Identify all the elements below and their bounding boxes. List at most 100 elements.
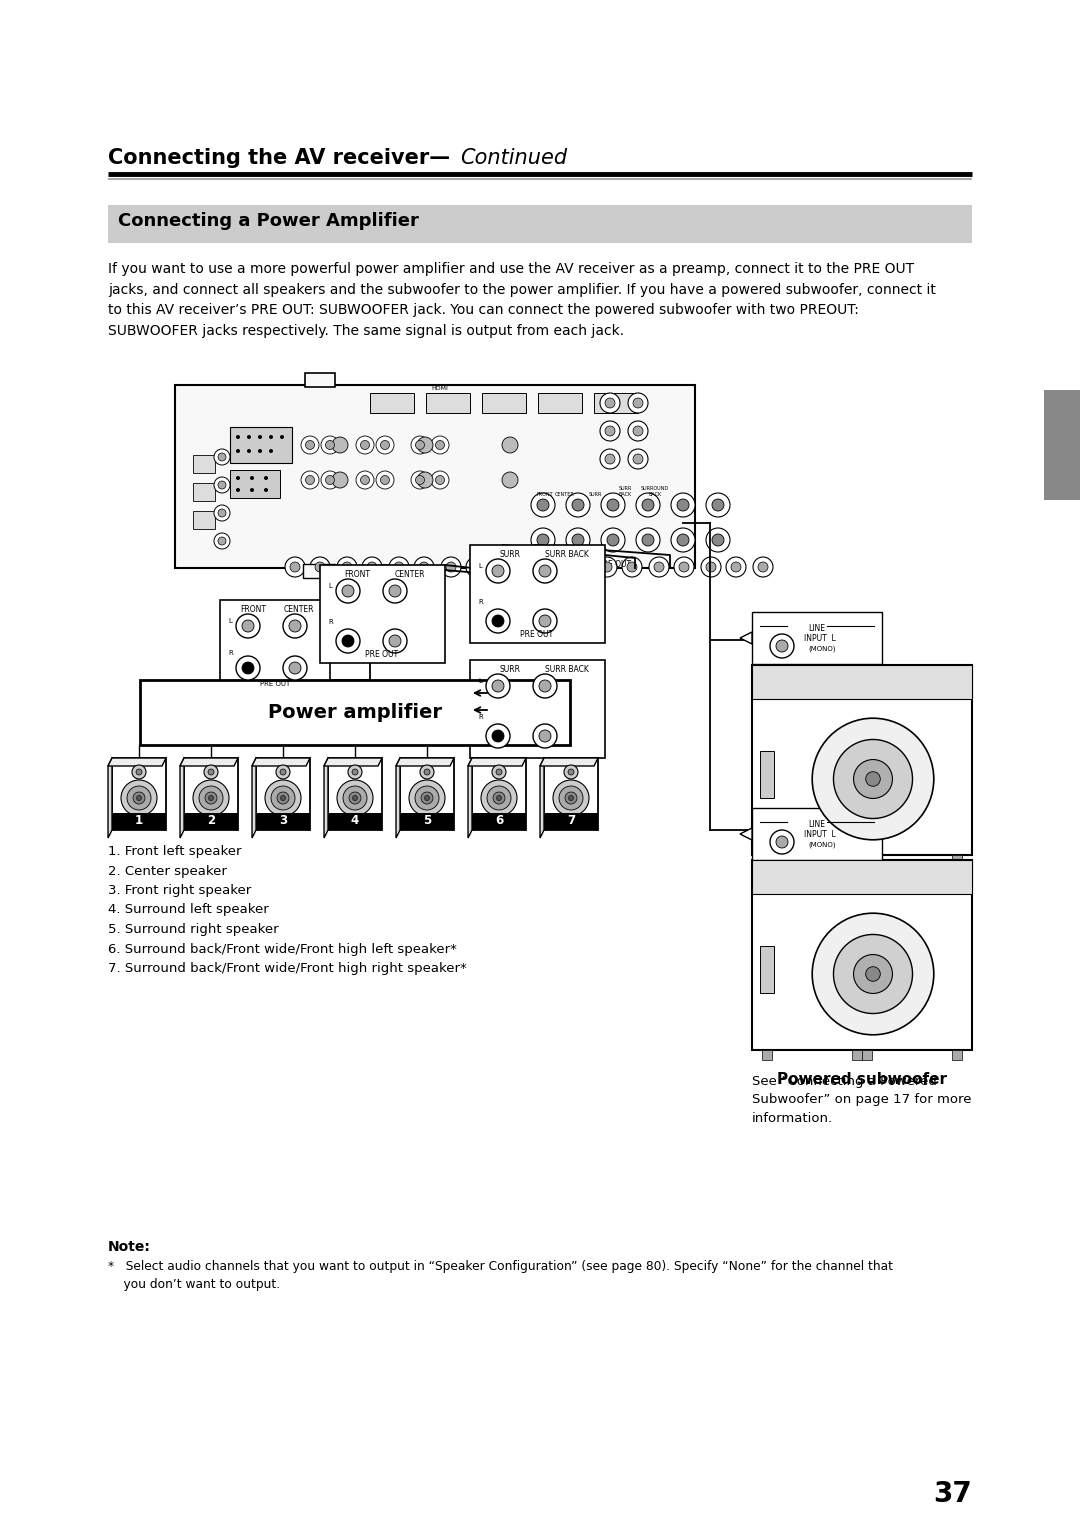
Circle shape [572,533,584,545]
Text: FRONT: FRONT [537,492,553,497]
Circle shape [389,585,401,597]
Circle shape [218,536,226,545]
Circle shape [492,614,504,626]
Bar [752,613,882,665]
Bar [108,205,972,243]
Circle shape [264,487,268,492]
Circle shape [600,393,620,413]
Bar [762,856,772,865]
Text: 7. Surround back/Front wide/Front high right speaker*: 7. Surround back/Front wide/Front high r… [108,963,467,975]
Bar [305,373,335,387]
Circle shape [380,475,390,484]
Circle shape [633,426,643,435]
Circle shape [332,472,348,487]
Bar [184,813,238,830]
Bar [544,813,598,830]
Bar [426,393,470,413]
Circle shape [565,792,577,804]
Circle shape [280,435,284,439]
Bar [472,758,526,830]
Text: R: R [328,619,333,625]
Text: See “Connecting a Powered
Subwoofer” on page 17 for more
information.: See “Connecting a Powered Subwoofer” on … [752,1076,972,1125]
Text: SURR BACK: SURR BACK [545,665,589,674]
Circle shape [731,562,741,571]
Circle shape [343,785,367,810]
Circle shape [310,558,330,578]
Circle shape [712,500,724,510]
Circle shape [237,614,260,639]
Bar [320,565,445,663]
Circle shape [283,614,307,639]
Text: R: R [478,599,483,605]
Circle shape [834,740,913,819]
Circle shape [352,796,357,801]
Circle shape [866,967,880,981]
Text: *   Select audio channels that you want to output in “Speaker Configuration” (se: * Select audio channels that you want to… [108,1261,893,1291]
Circle shape [367,562,377,571]
Polygon shape [468,758,526,766]
Bar [470,545,605,643]
Circle shape [337,558,357,578]
Circle shape [812,914,934,1034]
Text: LINE: LINE [809,821,825,830]
Text: 3: 3 [279,814,287,828]
Circle shape [602,562,612,571]
Circle shape [435,475,445,484]
Bar [951,1050,962,1060]
Bar [852,1050,862,1060]
Circle shape [487,785,511,810]
Text: 5: 5 [423,814,431,828]
Bar [303,564,335,578]
Circle shape [242,620,254,633]
Circle shape [416,440,424,449]
Circle shape [361,475,369,484]
Circle shape [441,558,461,578]
Circle shape [633,454,643,465]
Circle shape [502,437,518,452]
Circle shape [419,562,429,571]
Text: INPUT  L: INPUT L [804,830,836,839]
Circle shape [417,437,433,452]
Circle shape [289,662,301,674]
Bar [752,665,972,856]
Circle shape [677,533,689,545]
Circle shape [636,529,660,552]
Polygon shape [108,758,112,837]
Polygon shape [252,758,256,837]
Circle shape [486,559,510,584]
Bar [538,393,582,413]
Bar [752,808,882,860]
Circle shape [492,565,504,578]
Circle shape [218,481,226,489]
Circle shape [600,494,625,516]
Polygon shape [252,758,310,766]
Circle shape [281,796,285,801]
Polygon shape [540,758,544,837]
Circle shape [136,796,141,801]
Circle shape [342,585,354,597]
Circle shape [492,680,504,692]
Circle shape [380,440,390,449]
Bar [184,758,238,830]
Circle shape [383,579,407,604]
Circle shape [642,500,654,510]
Polygon shape [468,758,472,837]
Circle shape [566,529,590,552]
Text: Connecting a Power Amplifier: Connecting a Power Amplifier [118,212,419,231]
Circle shape [383,630,407,652]
Circle shape [671,494,696,516]
Circle shape [136,769,141,775]
Circle shape [539,565,551,578]
Circle shape [498,562,508,571]
Circle shape [674,558,694,578]
Circle shape [205,792,217,804]
Circle shape [600,529,625,552]
Circle shape [214,533,230,549]
Polygon shape [740,828,752,840]
Polygon shape [396,758,400,837]
Circle shape [559,785,583,810]
Circle shape [306,440,314,449]
Circle shape [133,792,145,804]
Text: PRE OUT: PRE OUT [260,681,291,688]
Bar [752,665,972,700]
